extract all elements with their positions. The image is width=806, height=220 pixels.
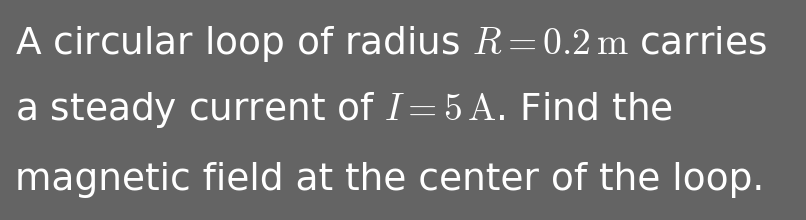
Text: magnetic field at the center of the loop.: magnetic field at the center of the loop… [15,162,764,198]
Text: A circular loop of radius $R = 0.2\,\mathrm{m}$ carries: A circular loop of radius $R = 0.2\,\mat… [15,24,767,64]
Text: a steady current of $I = 5\,\mathrm{A}$. Find the: a steady current of $I = 5\,\mathrm{A}$.… [15,90,672,130]
